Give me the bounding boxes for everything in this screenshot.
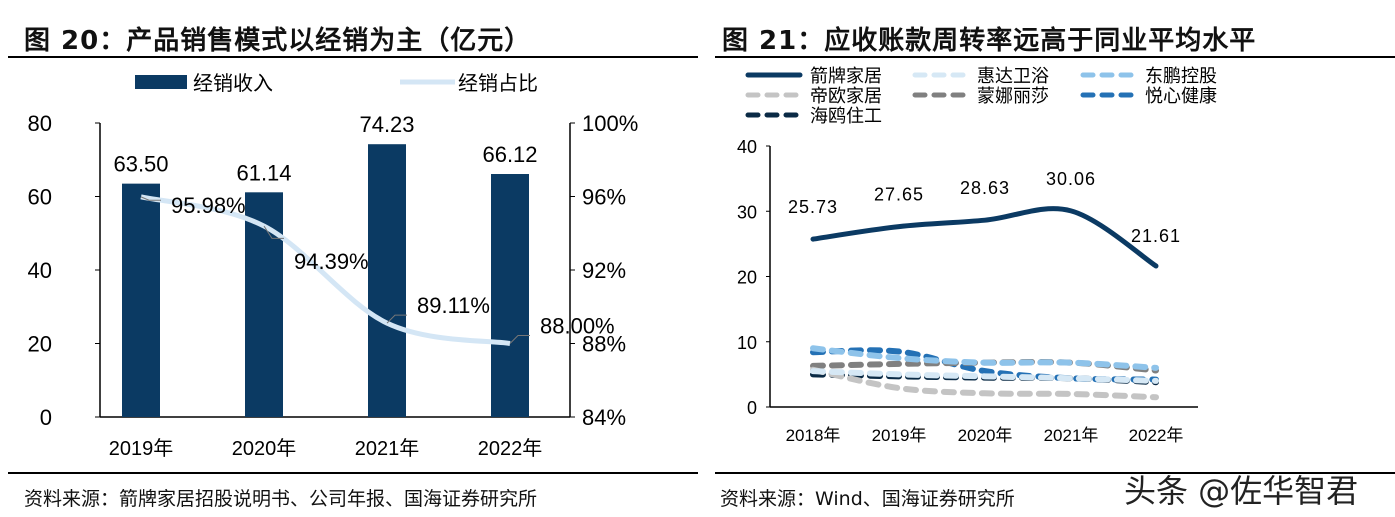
y2-tick-label: 96% (582, 185, 626, 210)
bar (122, 183, 160, 417)
leader-line (140, 196, 161, 201)
y-tick-label: 80 (28, 111, 52, 136)
bar (245, 192, 283, 417)
legend-label: 东鹏控股 (1145, 66, 1217, 86)
share-line (140, 194, 511, 346)
x-tick-label: 2018年 (786, 426, 841, 445)
data-label: 21.61 (1131, 226, 1181, 246)
x-tick-label: 2021年 (355, 437, 420, 460)
bar-value-label: 61.14 (236, 160, 291, 185)
legend-label: 经销占比 (458, 72, 538, 95)
data-label: 25.73 (788, 197, 838, 217)
left-source: 资料来源：箭牌家居招股说明书、公司年报、国海证券研究所 (24, 488, 538, 510)
y-tick-label: 10 (737, 333, 757, 353)
x-tick-label: 2019年 (872, 426, 927, 445)
data-label: 27.65 (874, 185, 924, 205)
y-tick-label: 20 (737, 268, 757, 288)
series-line-箭牌家居 (810, 206, 1159, 269)
legend-label: 惠达卫浴 (977, 66, 1049, 86)
x-tick-label: 2022年 (1129, 426, 1184, 445)
y2-tick-label: 84% (582, 405, 626, 430)
legend-label: 箭牌家居 (810, 66, 882, 86)
y2-tick-label: 88% (582, 332, 626, 357)
x-tick-label: 2020年 (958, 426, 1013, 445)
x-tick-label: 2021年 (1044, 426, 1099, 445)
y-tick-label: 60 (28, 185, 52, 210)
legend-label: 悦心健康 (1145, 86, 1217, 106)
leader-line (263, 225, 284, 239)
right-chart-title: 图 21：应收账款周转率远高于同业平均水平 (722, 26, 1257, 56)
left-chart-title: 图 20：产品销售模式以经销为主（亿元） (24, 26, 532, 56)
x-tick-label: 2019年 (109, 437, 174, 460)
data-label: 30.06 (1046, 169, 1096, 189)
bar (368, 144, 406, 417)
y-tick-label: 0 (747, 398, 757, 418)
bar (491, 174, 529, 417)
right-title-rule (715, 56, 1395, 58)
bar-value-label: 74.23 (359, 112, 414, 137)
left-footer-rule (8, 472, 698, 474)
right-footer-rule (715, 472, 1395, 474)
share-value-label: 94.39% (294, 249, 369, 274)
series-line-帝欧家居 (810, 366, 1159, 401)
bar-value-label: 63.50 (113, 152, 168, 177)
y-tick-label: 40 (737, 137, 757, 157)
legend-label: 海鸥住工 (810, 106, 882, 126)
legend-label: 帝欧家居 (810, 86, 882, 106)
series-line-东鹏控股 (810, 345, 1159, 371)
x-tick-label: 2020年 (232, 437, 297, 460)
y2-tick-label: 92% (582, 258, 626, 283)
y-tick-label: 0 (40, 405, 52, 430)
watermark: 头条 @佐华智君 (1124, 472, 1359, 510)
left-title-rule (8, 56, 698, 58)
x-tick-label: 2022年 (478, 437, 543, 460)
legend-label: 蒙娜丽莎 (977, 86, 1049, 106)
bar-value-label: 66.12 (482, 142, 537, 167)
y-tick-label: 30 (737, 202, 757, 222)
legend-swatch-bar (135, 75, 187, 89)
data-label: 28.63 (960, 178, 1010, 198)
share-value-label: 88.00% (540, 314, 615, 339)
y-tick-label: 20 (28, 332, 52, 357)
series-line-惠达卫浴 (810, 368, 1159, 384)
leader-line (509, 335, 530, 344)
y2-tick-label: 100% (582, 111, 638, 136)
y-tick-label: 40 (28, 258, 52, 283)
leader-line (386, 314, 407, 324)
share-value-label: 89.11% (417, 293, 490, 318)
legend-label: 经销收入 (193, 72, 273, 95)
share-value-label: 95.98% (171, 193, 246, 218)
right-source: 资料来源：Wind、国海证券研究所 (720, 488, 1015, 510)
